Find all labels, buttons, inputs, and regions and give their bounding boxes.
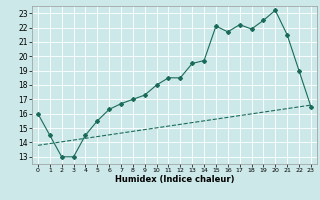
X-axis label: Humidex (Indice chaleur): Humidex (Indice chaleur) [115, 175, 234, 184]
